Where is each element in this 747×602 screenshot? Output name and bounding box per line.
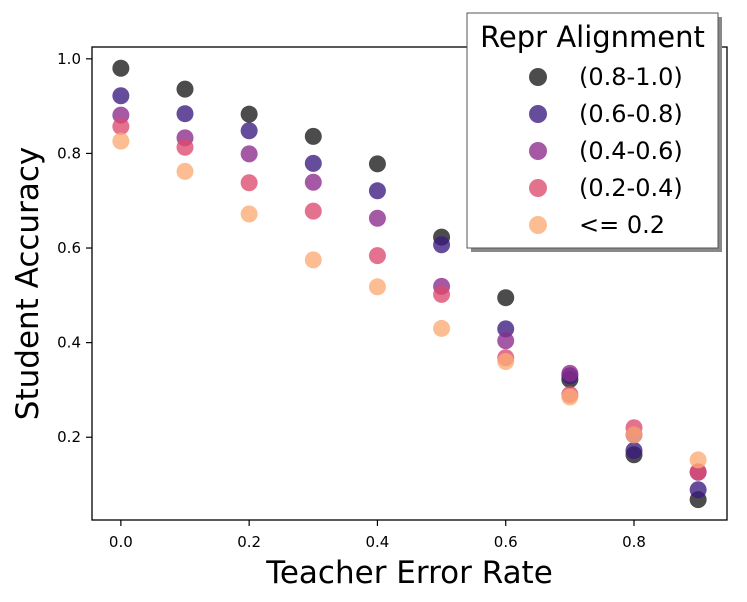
legend-box: [466, 12, 719, 249]
data-point: [433, 285, 451, 303]
data-point: [625, 426, 643, 444]
y-tick-label: 0.6: [57, 239, 81, 257]
legend: Repr Alignment (0.8-1.0) (0.6-0.8) (0.4-0.…: [466, 12, 722, 252]
data-point: [689, 463, 707, 481]
data-point: [112, 59, 130, 77]
data-point: [689, 481, 707, 499]
data-point: [112, 87, 130, 105]
x-axis-title: Teacher Error Rate: [265, 555, 553, 591]
data-point: [497, 353, 515, 371]
data-point: [368, 155, 386, 173]
x-tick-label: 0.0: [109, 533, 133, 551]
data-point: [368, 278, 386, 296]
y-tick-label: 0.8: [57, 144, 81, 162]
data-point: [112, 132, 130, 150]
data-point: [304, 173, 322, 191]
y-tick-label: 0.2: [57, 428, 81, 446]
x-tick-label: 0.2: [237, 533, 261, 551]
x-tick-label: 0.4: [365, 533, 389, 551]
x-tick-label: 0.8: [622, 533, 646, 551]
legend-marker: [529, 216, 547, 234]
plot-area-frame: [91, 46, 728, 521]
y-tick-label: 0.4: [57, 334, 81, 352]
legend-label: (0.8-1.0): [579, 63, 683, 91]
legend-label: <= 0.2: [579, 211, 665, 239]
data-point: [497, 289, 515, 307]
data-point: [240, 105, 258, 123]
data-point: [176, 80, 194, 98]
legend-label: (0.2-0.4): [579, 174, 683, 202]
data-point: [689, 451, 707, 469]
data-point: [240, 122, 258, 140]
legend-marker: [529, 142, 547, 160]
legend-marker: [529, 105, 547, 123]
y-tick-label: 1.0: [57, 50, 81, 68]
data-point: [112, 117, 130, 135]
data-point: [368, 182, 386, 200]
legend-label: (0.4-0.6): [579, 137, 683, 165]
data-point: [304, 127, 322, 145]
legend-label: (0.6-0.8): [579, 100, 683, 128]
data-point: [368, 247, 386, 265]
y-axis-title: Student Accuracy: [10, 147, 46, 420]
legend-items: (0.8-1.0) (0.6-0.8) (0.4-0.6) (0.2-0.4) <= 0…: [529, 63, 683, 239]
data-point: [561, 388, 579, 406]
data-point: [304, 202, 322, 220]
data-point: [497, 332, 515, 350]
data-point: [240, 205, 258, 223]
legend-marker: [529, 179, 547, 197]
data-point: [497, 320, 515, 338]
data-points-layer: [112, 59, 707, 509]
data-point: [433, 319, 451, 337]
x-tick-label: 0.6: [494, 533, 518, 551]
data-point: [561, 364, 579, 382]
axis-ticks-layer: 0.0 0.2 0.4 0.6 0.8 0.2 0.4 0.6 0.8 1.0: [57, 50, 646, 551]
data-point: [176, 138, 194, 156]
data-point: [368, 209, 386, 227]
data-point: [176, 162, 194, 180]
legend-title: Repr Alignment: [480, 20, 705, 54]
data-point: [176, 105, 194, 123]
data-point: [240, 174, 258, 192]
data-point: [304, 154, 322, 172]
legend-marker: [529, 68, 547, 86]
data-point: [625, 441, 643, 459]
data-point: [304, 251, 322, 269]
data-point: [240, 145, 258, 163]
data-point: [433, 236, 451, 254]
